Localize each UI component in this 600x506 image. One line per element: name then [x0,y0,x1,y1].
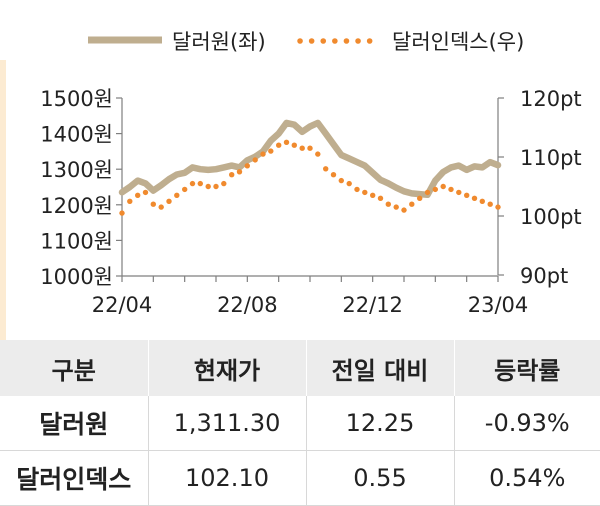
series-point-dxy [479,198,485,204]
series-point-dxy [260,151,266,157]
chart-panel: 달러원(좌) 달러인덱스(우) 1000원 1100원 1200원 1300원 1400… [0,30,582,345]
series-point-dxy [362,189,368,196]
series-point-dxy [142,189,149,196]
series-point-dxy [448,186,454,193]
series-point-dxy [307,145,313,151]
left-axis-tick-label: 1400원 [40,123,113,147]
series-point-dxy [197,180,203,187]
row-price: 1,311.30 [148,396,307,451]
row-change: 12.25 [306,396,455,451]
header-category: 구분 [0,340,149,396]
series-point-dxy [338,177,344,184]
series-point-dxy [495,204,501,210]
left-axis-tick-label: 1500원 [40,87,113,111]
series-point-dxy [229,172,235,178]
x-axis-tick-label: 22/12 [342,293,403,317]
series-point-dxy [283,139,290,145]
series-point-dxy [291,142,297,148]
series-line-usdkrw [118,119,502,199]
x-axis-tick-label: 22/08 [217,293,278,317]
exchange-rate-chart: 달러원(좌) 달러인덱스(우) 1000원 1100원 1200원 1300원 1400… [40,30,581,317]
header-price: 현재가 [148,340,307,396]
series-point-dxy [150,201,156,207]
series-point-dxy [244,163,250,169]
chart-legend: 달러원(좌) 달러인덱스(우) [88,30,524,54]
series-point-dxy [456,189,462,196]
series-point-dxy [487,201,493,207]
series-point-dxy [252,157,258,163]
series-point-dxy [158,204,164,210]
left-axis-tick-label: 1000원 [40,265,113,289]
series-point-dxy [417,195,423,201]
series-point-dxy [315,151,321,157]
series-point-dxy [440,183,446,190]
series-point-dxy [432,186,438,193]
series-point-dxy [276,142,282,148]
series-point-dxy [174,192,180,198]
panel-edge-strip [0,60,6,345]
left-axis-tick-label: 1100원 [40,229,113,253]
table-header-row: 구분 현재가 전일 대비 등락률 [0,340,600,396]
left-axis-tick-label: 1300원 [40,158,113,182]
series-point-dxy [385,201,391,207]
row-name: 달러인덱스 [0,450,149,506]
right-axis-tick-label: 100pt [520,205,582,229]
row-rate: -0.93% [454,396,600,451]
chart-axes: 1000원 1100원 1200원 1300원 1400원 1500원 90pt 100pt 1… [40,87,581,317]
series-point-dxy [393,204,399,210]
series-point-dxy [354,186,360,193]
series-point-dxy [299,145,305,151]
series-point-dxy [236,169,243,175]
row-name: 달러원 [0,396,149,451]
series-point-dxy [182,186,188,193]
row-price: 102.10 [148,450,307,506]
legend-label-usdkrw: 달러원(좌) [172,30,266,54]
row-change: 0.55 [306,450,455,506]
series-point-dxy [409,201,415,207]
series-point-dxy [323,166,329,172]
table-row: 달러인덱스 102.10 0.55 0.54% [0,450,600,506]
left-axis-tick-label: 1200원 [40,194,113,218]
series-point-dxy [205,183,211,190]
series-point-dxy [424,189,431,196]
right-axis-tick-label: 110pt [520,146,582,170]
chart-plot-area [118,119,502,216]
series-point-dxy [189,180,196,187]
series-point-dxy [330,172,337,178]
header-rate: 등락률 [454,340,600,396]
series-point-dxy [268,148,274,154]
series-point-dxy [221,180,227,187]
series-point-dxy [119,210,125,216]
right-axis-tick-label: 120pt [520,87,582,111]
series-point-dxy [127,198,133,204]
series-point-dxy [135,192,141,198]
x-axis-tick-label: 23/04 [468,293,529,317]
x-axis-tick-label: 22/04 [92,293,153,317]
header-change: 전일 대비 [306,340,455,396]
series-point-dxy [370,192,376,198]
series-point-dxy [401,207,407,213]
series-point-dxy [471,195,478,201]
series-point-dxy [166,198,172,204]
row-rate: 0.54% [454,450,600,506]
series-point-dxy [213,183,219,190]
series-point-dxy [464,192,470,198]
series-point-dxy [346,180,352,187]
table-row: 달러원 1,311.30 12.25 -0.93% [0,396,600,451]
quote-table: 구분 현재가 전일 대비 등락률 달러원 1,311.30 12.25 -0.9… [0,340,600,506]
right-axis-tick-label: 90pt [520,264,568,288]
series-point-dxy [377,195,384,201]
legend-label-dxy: 달러인덱스(우) [392,30,524,54]
